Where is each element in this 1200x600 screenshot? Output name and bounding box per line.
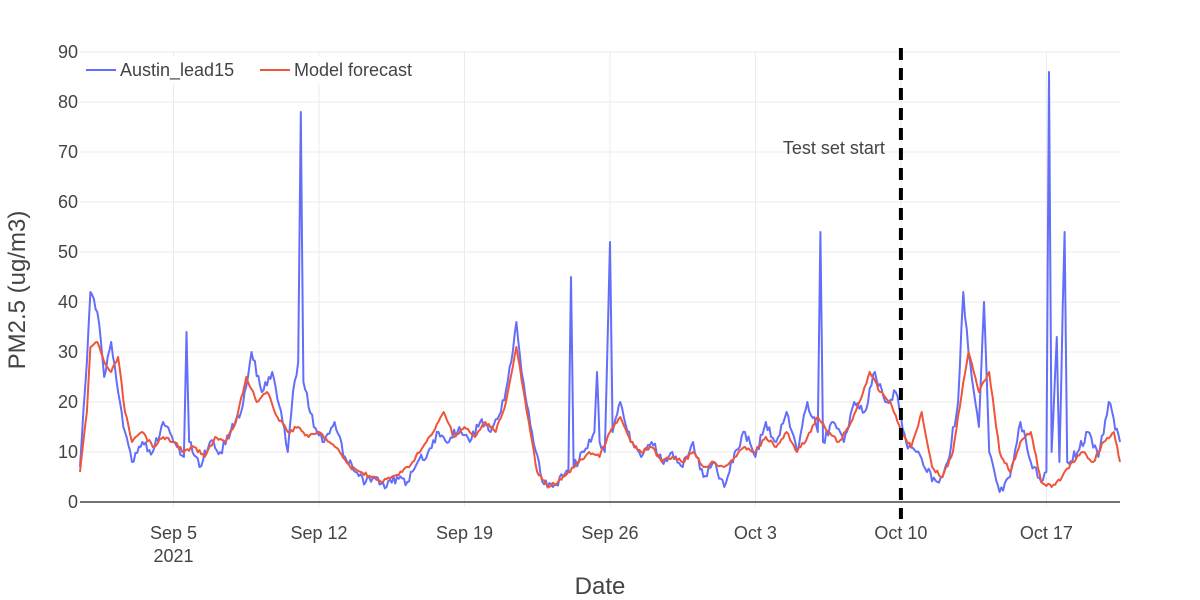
y-tick-label: 60 [58, 192, 78, 212]
y-tick-label: 70 [58, 142, 78, 162]
x-tick-label: Sep 5 [150, 523, 197, 543]
y-tick-label: 0 [68, 492, 78, 512]
x-tick-label: Sep 19 [436, 523, 493, 543]
legend-item-model-forecast[interactable]: Model forecast [260, 60, 412, 80]
x-tick-label: Oct 10 [874, 523, 927, 543]
y-tick-label: 30 [58, 342, 78, 362]
x-tick-labels: Sep 5 2021 Sep 12 Sep 19 Sep 26 Oct 3 Oct 10 Oc… [150, 523, 1073, 566]
x-tick-label: Sep 26 [581, 523, 638, 543]
y-tick-label: 20 [58, 392, 78, 412]
x-tick-year-label: 2021 [153, 546, 193, 566]
annotation-layer: Test set start [783, 48, 903, 519]
y-tick-label: 40 [58, 292, 78, 312]
legend-label: Model forecast [294, 60, 412, 80]
y-tick-label: 80 [58, 92, 78, 112]
x-axis-title: Date [575, 573, 626, 600]
y-tick-label: 50 [58, 242, 78, 262]
x-tick-label: Sep 12 [290, 523, 347, 543]
y-tick-labels: 0 10 20 30 40 50 60 70 80 90 [58, 42, 78, 512]
legend-background [82, 56, 432, 84]
x-tick-label: Oct 3 [734, 523, 777, 543]
series-layer [79, 71, 1121, 493]
legend[interactable]: Austin_lead15 Model forecast [82, 56, 432, 84]
series-line-austin-lead15 [79, 71, 1121, 493]
test-set-start-label: Test set start [783, 138, 885, 158]
x-tick-label: Oct 17 [1020, 523, 1073, 543]
legend-item-austin-lead15[interactable]: Austin_lead15 [86, 60, 234, 81]
y-axis-title: PM2.5 (ug/m3) [4, 211, 31, 370]
y-tick-label: 90 [58, 42, 78, 62]
y-tick-label: 10 [58, 442, 78, 462]
series-line-model-forecast [79, 341, 1121, 488]
legend-label: Austin_lead15 [120, 60, 234, 81]
